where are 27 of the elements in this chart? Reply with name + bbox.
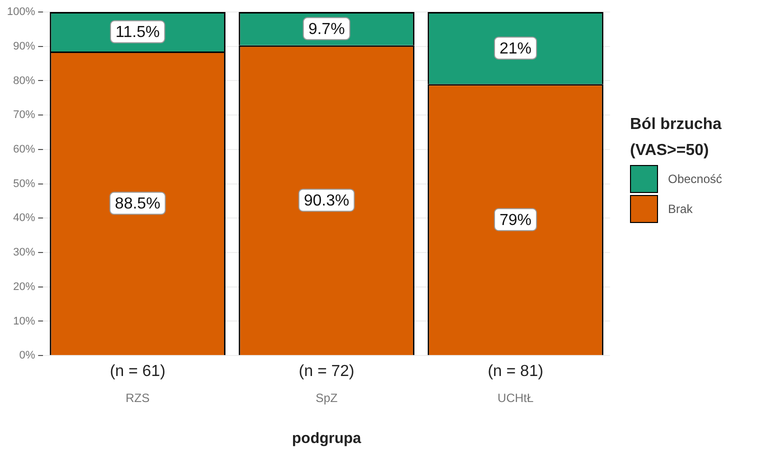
text: (n = 61): [110, 363, 166, 380]
data-label: 11.5%: [116, 24, 160, 42]
text: (n = 81): [488, 363, 544, 380]
y-tick-label: 10%: [13, 315, 36, 328]
y-tick-label: 0%: [19, 350, 36, 362]
x-tick-label: RZS: [126, 391, 150, 406]
y-tick-label: 50%: [13, 178, 36, 190]
x-tick-label: UCHtŁ: [498, 391, 534, 406]
text: Brak: [668, 202, 693, 216]
text: (n = 72): [298, 363, 354, 380]
x-axis-title: podgrupa: [292, 430, 362, 448]
legend-label: Obecność: [668, 172, 722, 186]
legend-title: Ból brzucha (VAS>=50): [630, 115, 723, 161]
y-tick-label: 60%: [13, 143, 36, 156]
y-tick-label: 80%: [13, 74, 36, 87]
data-label: 9.7%: [308, 21, 345, 38]
y-tick-label: 30%: [13, 246, 36, 259]
data-label: 21%: [500, 40, 532, 58]
y-tick-label: 40%: [13, 212, 36, 224]
y-tick-label: 70%: [13, 109, 36, 122]
y-tick-label: 90%: [13, 40, 36, 52]
x-tick-label: SpZ: [316, 391, 338, 406]
data-label: 90.3%: [304, 192, 350, 210]
data-label: 88.5%: [114, 196, 160, 213]
data-label: 79%: [500, 212, 532, 230]
y-tick-label: 20%: [13, 280, 36, 293]
y-tick-label: 100%: [6, 6, 36, 18]
